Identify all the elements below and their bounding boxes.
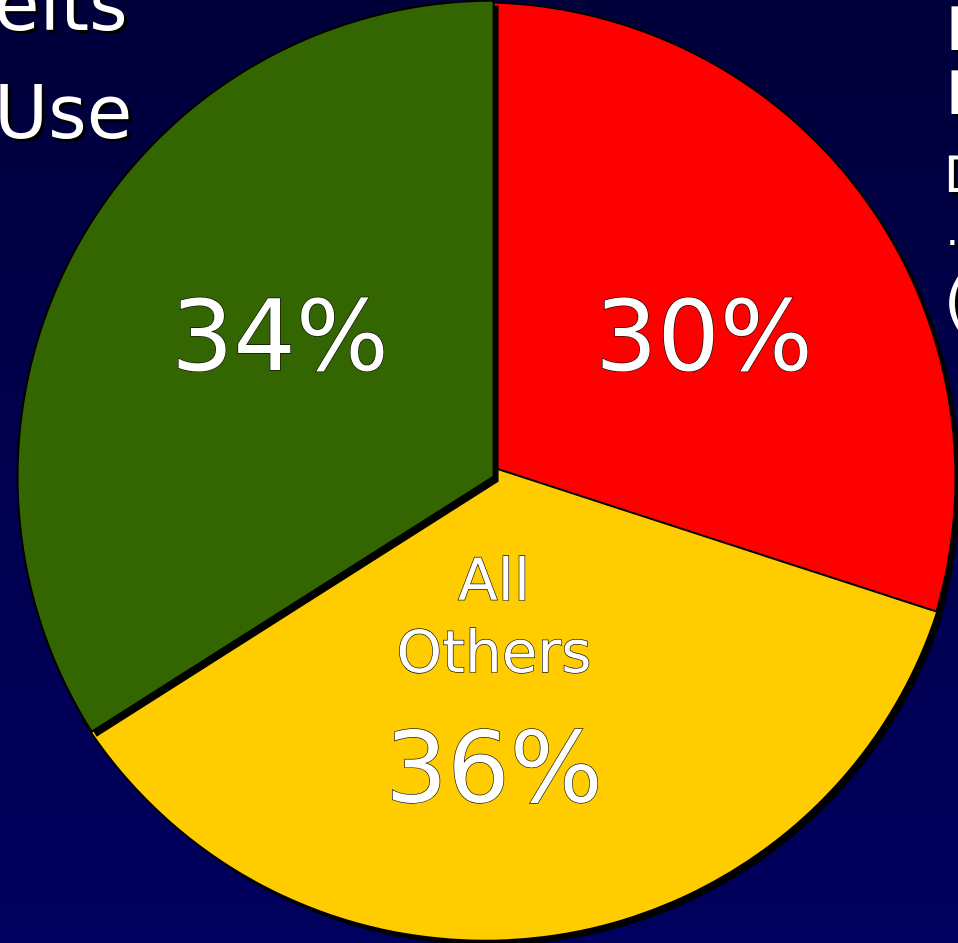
- partial-slide-text-right-3: D: [944, 150, 958, 200]
- slice-label-30: 30%: [595, 280, 813, 394]
- slice-label-all-others-line-2: Others: [397, 618, 592, 686]
- slice-label-all-others-line-3: 36%: [385, 712, 603, 826]
- partial-slide-text-right-1: I: [946, 0, 958, 65]
- pie-slice-all-others: [81, 463, 939, 942]
- slice-label-34: 34%: [171, 280, 389, 394]
- pie-slice-34: [16, 0, 495, 734]
- pie-slice-30: [478, 1, 957, 627]
- partial-slide-text-top-left: elts: [0, 0, 128, 48]
- partial-slide-text-right-4: .: [946, 209, 958, 255]
- partial-slide-text-left-use: Use: [0, 70, 133, 156]
- partial-slide-text-right-2: I: [946, 59, 958, 129]
- slice-label-all-others-line-1: All: [458, 546, 530, 614]
- partial-slide-text-right-5: (: [944, 272, 958, 332]
